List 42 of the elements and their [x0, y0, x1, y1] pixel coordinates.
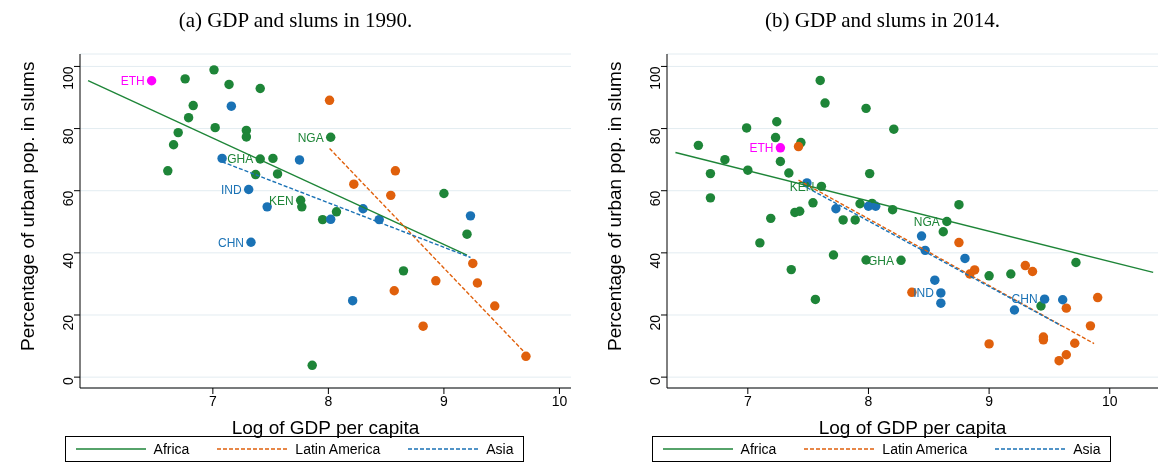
annotation: CHN [1011, 292, 1038, 307]
legend-label: Latin America [295, 441, 381, 457]
legend-label: Latin America [882, 441, 968, 457]
y-tick-label: 100 [59, 66, 76, 90]
y-tick-label: 60 [646, 190, 663, 207]
x-tick-label: 10 [1101, 392, 1118, 409]
y-tick-label: 40 [646, 252, 663, 269]
y-axis-title: Percentage of urban pop. in slums [603, 61, 625, 351]
annotation: CHN [217, 235, 244, 250]
y-tick-label: 80 [59, 128, 76, 145]
x-tick-label: 9 [440, 392, 449, 409]
x-tick-label: 7 [743, 392, 752, 409]
x-tick-label: 10 [551, 392, 568, 409]
legend-label: Asia [486, 441, 514, 457]
x-tick-label: 8 [324, 392, 333, 409]
annotation: IND [221, 182, 242, 197]
y-tick-label: 60 [59, 190, 76, 207]
x-axis-title: Log of GDP per capita [818, 417, 1007, 438]
legend-label: Africa [740, 441, 777, 457]
annotation: NGA [297, 130, 324, 145]
y-tick-label: 100 [646, 66, 663, 90]
x-tick-label: 7 [208, 392, 217, 409]
y-tick-label: 20 [59, 314, 76, 331]
legend-label: Asia [1073, 441, 1101, 457]
y-tick-label: 0 [646, 376, 663, 385]
chart-title: (b) GDP and slums in 2014. [764, 8, 1001, 34]
y-tick-label: 80 [646, 128, 663, 145]
annotation: ETH [749, 141, 774, 156]
legend-label: Africa [153, 441, 190, 457]
x-tick-label: 9 [985, 392, 994, 409]
annotation: IND [913, 286, 935, 301]
y-tick-label: 40 [59, 252, 76, 269]
y-tick-label: 0 [59, 376, 76, 385]
annotation: KEN [268, 193, 294, 208]
y-tick-label: 20 [646, 314, 663, 331]
y-axis-title: Percentage of urban pop. in slums [16, 61, 38, 351]
annotation: NGA [913, 214, 940, 229]
chart-title: (a) GDP and slums in 1990. [177, 8, 414, 34]
annotation: ETH [120, 73, 145, 88]
annotation: GHA [227, 152, 254, 167]
x-tick-label: 8 [864, 392, 873, 409]
x-axis-title: Log of GDP per capita [231, 417, 420, 438]
